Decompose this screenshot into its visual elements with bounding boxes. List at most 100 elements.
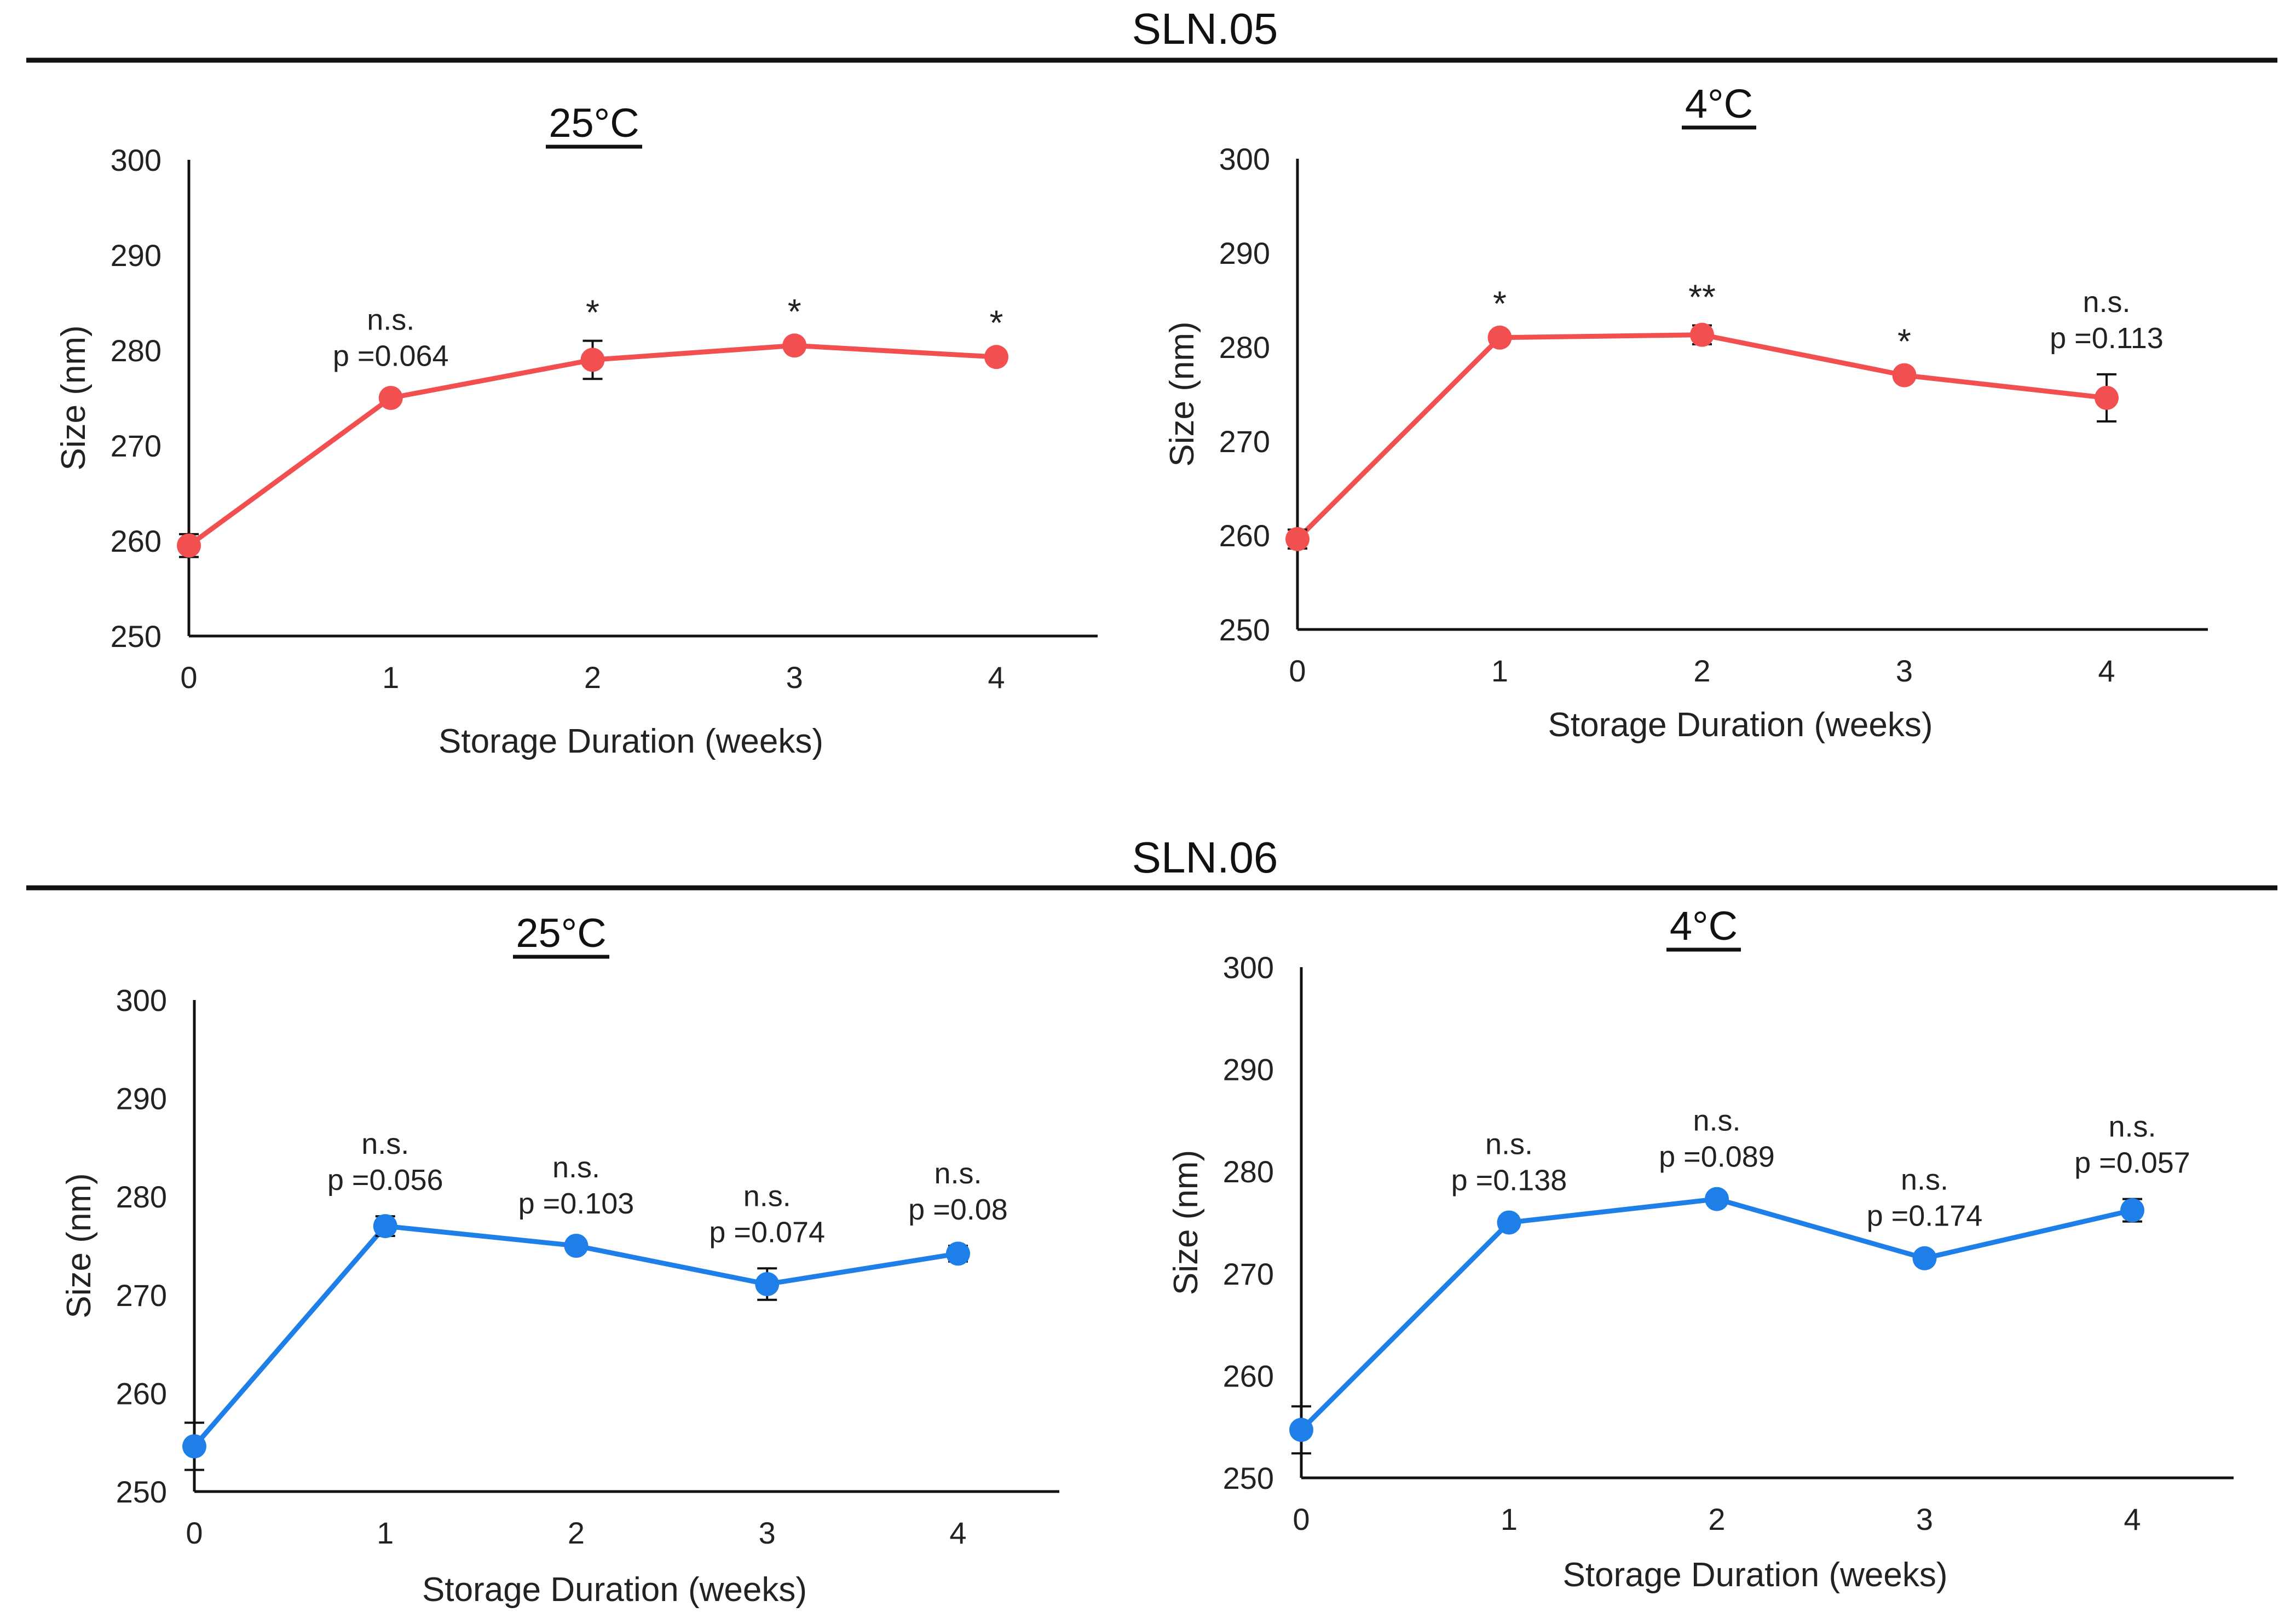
data-point: [2120, 1198, 2144, 1223]
y-tick-label: 250: [1223, 1461, 1274, 1495]
y-tick-label: 290: [1219, 236, 1270, 270]
x-axis-title: Storage Duration (weeks): [422, 1571, 807, 1609]
y-tick-label: 260: [1223, 1359, 1274, 1393]
y-tick-label: 270: [1219, 424, 1270, 459]
x-tick-label: 4: [988, 660, 1005, 695]
significance-label: n.s.: [2108, 1111, 2156, 1143]
y-tick-label: 270: [116, 1278, 167, 1313]
series-line: [192, 1223, 961, 1449]
x-tick-label: 2: [1708, 1502, 1725, 1536]
x-axis-title: Storage Duration (weeks): [439, 723, 823, 760]
data-point: [564, 1234, 589, 1258]
y-tick-label: 260: [116, 1376, 167, 1411]
x-tick-label: 3: [1916, 1502, 1933, 1536]
y-axis-title: Size (nm): [55, 325, 93, 470]
significance-label: n.s.: [552, 1151, 600, 1184]
y-axis-title: Size (nm): [1163, 321, 1201, 466]
data-point: [177, 533, 201, 558]
y-tick-label: 250: [1219, 612, 1270, 647]
x-tick-label: 4: [2098, 654, 2115, 688]
data-point: [1497, 1210, 1521, 1235]
x-tick-label: 0: [186, 1516, 203, 1550]
y-tick-label: 270: [1223, 1257, 1274, 1291]
x-tick-label: 4: [949, 1516, 966, 1550]
significance-label: p =0.103: [518, 1187, 634, 1220]
x-tick-label: 1: [377, 1516, 394, 1550]
series-line: [1295, 332, 2109, 542]
significance-label: n.s.: [367, 304, 414, 337]
x-tick-label: 1: [382, 660, 399, 695]
data-point: [1487, 325, 1512, 350]
y-tick-label: 280: [111, 333, 161, 368]
x-tick-label: 4: [2124, 1502, 2141, 1536]
significance-label: n.s.: [1901, 1164, 1948, 1197]
x-axis-title: Storage Duration (weeks): [1548, 706, 1933, 744]
group-title-sln05: SLN.05: [1132, 4, 1278, 53]
panel-title: 25°C: [549, 100, 639, 146]
chart-sln05-25c: 25°C 250 260 270 280 290 300 0 1 2 3 4 Storage Durat…: [55, 100, 1098, 760]
significance-label: p =0.074: [709, 1216, 825, 1249]
y-axis-title: Size (nm): [60, 1173, 98, 1318]
significance-star: *: [788, 292, 801, 331]
significance-star: *: [1897, 321, 1911, 361]
significance-star: **: [1688, 277, 1716, 316]
chart-sln06-25c: 25°C 250 260 270 280 290 300 0 1 2 3 4 Storage Durat…: [60, 910, 1059, 1609]
significance-label: p =0.113: [2050, 322, 2164, 355]
data-point: [373, 1214, 397, 1239]
y-tick-label: 260: [111, 524, 161, 558]
data-point: [782, 333, 807, 358]
x-tick-label: 2: [1693, 654, 1710, 688]
y-tick-label: 280: [1223, 1154, 1274, 1189]
significance-label: p =0.138: [1451, 1164, 1567, 1197]
data-point: [1690, 322, 1714, 347]
x-tick-label: 0: [1293, 1502, 1310, 1536]
data-point: [1912, 1246, 1937, 1270]
significance-label: p =0.057: [2074, 1147, 2190, 1180]
y-tick-label: 300: [111, 143, 161, 177]
significance-label: n.s.: [2083, 286, 2130, 319]
data-point: [1892, 363, 1917, 388]
significance-label: p =0.064: [333, 340, 449, 373]
y-tick-label: 300: [1219, 142, 1270, 176]
significance-label: n.s.: [1693, 1104, 1740, 1137]
y-tick-label: 260: [1219, 518, 1270, 553]
y-tick-label: 250: [111, 619, 161, 654]
x-tick-label: 1: [1491, 654, 1508, 688]
y-tick-label: 300: [116, 983, 167, 1018]
y-tick-label: 280: [1219, 330, 1270, 365]
x-tick-label: 3: [1896, 654, 1913, 688]
x-tick-label: 2: [568, 1516, 585, 1550]
x-tick-label: 0: [1289, 654, 1306, 688]
group-title-sln06: SLN.06: [1132, 833, 1278, 882]
x-tick-label: 0: [180, 660, 197, 695]
significance-label: p =0.089: [1659, 1140, 1775, 1173]
significance-label: p =0.056: [327, 1164, 443, 1197]
data-point: [1285, 527, 1310, 551]
data-point: [378, 386, 403, 410]
y-tick-label: 290: [116, 1082, 167, 1116]
y-tick-label: 300: [1223, 950, 1274, 985]
group-header-sln05: SLN.05: [26, 4, 2277, 63]
significance-label: n.s.: [934, 1157, 982, 1190]
data-point: [182, 1434, 206, 1459]
data-point: [755, 1272, 780, 1297]
x-tick-label: 2: [584, 660, 601, 695]
panel-title: 25°C: [516, 910, 606, 956]
panel-title: 4°C: [1685, 81, 1753, 126]
y-tick-label: 270: [111, 429, 161, 463]
panel-title: 4°C: [1670, 903, 1738, 949]
significance-star: *: [990, 303, 1003, 343]
chart-sln05-4c: 4°C 250 260 270 280 290 300 0 1 2 3 4 Storage Durati…: [1163, 81, 2208, 744]
y-tick-label: 250: [116, 1475, 167, 1509]
y-tick-label: 290: [111, 238, 161, 273]
significance-star: *: [586, 293, 599, 332]
data-point: [946, 1241, 970, 1266]
x-tick-label: 3: [786, 660, 803, 695]
significance-label: p =0.08: [908, 1193, 1008, 1226]
significance-label: n.s.: [361, 1128, 409, 1160]
y-tick-label: 290: [1223, 1053, 1274, 1087]
y-tick-label: 280: [116, 1180, 167, 1214]
data-point: [984, 345, 1008, 369]
data-point: [580, 348, 605, 372]
